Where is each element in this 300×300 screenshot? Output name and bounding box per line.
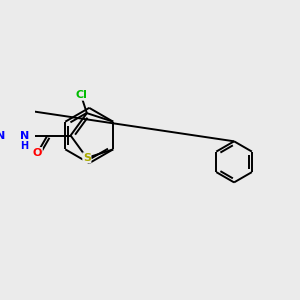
Text: N: N bbox=[20, 130, 29, 140]
Text: S: S bbox=[83, 153, 91, 163]
Text: Cl: Cl bbox=[75, 90, 87, 100]
Text: O: O bbox=[33, 148, 42, 158]
Text: N: N bbox=[0, 130, 6, 140]
Text: H: H bbox=[20, 140, 28, 151]
